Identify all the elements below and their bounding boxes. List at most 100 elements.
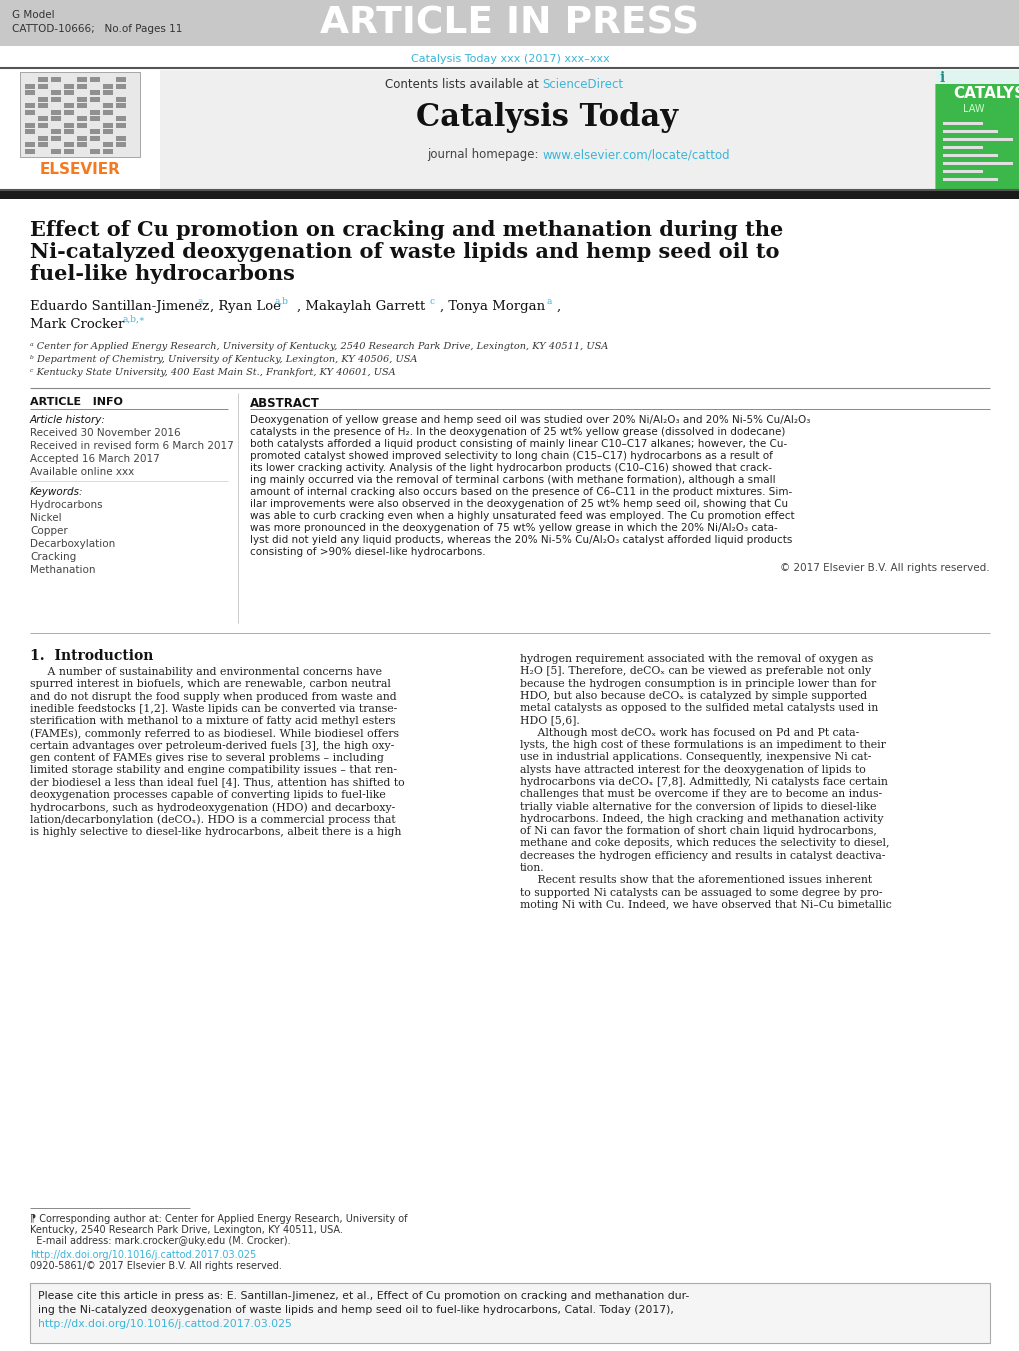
Bar xyxy=(38,142,48,147)
Bar xyxy=(25,91,35,95)
Text: Nickel: Nickel xyxy=(30,513,61,523)
Text: catalysts in the presence of H₂. In the deoxygenation of 25 wt% yellow grease (d: catalysts in the presence of H₂. In the … xyxy=(250,427,785,436)
Bar xyxy=(38,84,48,89)
Text: both catalysts afforded a liquid product consisting of mainly linear C10–C17 alk: both catalysts afforded a liquid product… xyxy=(250,439,787,449)
Bar xyxy=(943,154,997,157)
Bar xyxy=(116,96,126,101)
Bar xyxy=(116,116,126,122)
Bar xyxy=(943,130,997,132)
Bar xyxy=(943,138,1012,141)
Text: moting Ni with Cu. Indeed, we have observed that Ni–Cu bimetallic: moting Ni with Cu. Indeed, we have obser… xyxy=(520,900,891,911)
Text: methane and coke deposits, which reduces the selectivity to diesel,: methane and coke deposits, which reduces… xyxy=(520,839,889,848)
Text: metal catalysts as opposed to the sulfided metal catalysts used in: metal catalysts as opposed to the sulfid… xyxy=(520,704,877,713)
Bar xyxy=(0,0,1019,46)
Text: hydrogen requirement associated with the removal of oxygen as: hydrogen requirement associated with the… xyxy=(520,654,872,663)
Bar xyxy=(103,149,113,154)
Text: i: i xyxy=(940,72,945,85)
Bar xyxy=(943,162,1012,165)
Text: Ni-catalyzed deoxygenation of waste lipids and hemp seed oil to: Ni-catalyzed deoxygenation of waste lipi… xyxy=(30,242,779,262)
Text: H₂O [5]. Therefore, deCOₓ can be viewed as preferable not only: H₂O [5]. Therefore, deCOₓ can be viewed … xyxy=(520,666,870,677)
Bar xyxy=(76,77,87,82)
Text: ᵃ Center for Applied Energy Research, University of Kentucky, 2540 Research Park: ᵃ Center for Applied Energy Research, Un… xyxy=(30,342,607,351)
Bar xyxy=(64,103,74,108)
Text: , Ryan Loe: , Ryan Loe xyxy=(210,300,280,313)
Bar xyxy=(25,103,35,108)
Bar xyxy=(51,128,61,134)
Text: Eduardo Santillan-Jimenez: Eduardo Santillan-Jimenez xyxy=(30,300,209,313)
Bar xyxy=(103,84,113,89)
Text: challenges that must be overcome if they are to become an indus-: challenges that must be overcome if they… xyxy=(520,789,881,800)
Bar xyxy=(116,84,126,89)
Text: c: c xyxy=(430,297,435,305)
Bar xyxy=(160,70,934,190)
Text: Copper: Copper xyxy=(30,526,67,536)
Text: © 2017 Elsevier B.V. All rights reserved.: © 2017 Elsevier B.V. All rights reserved… xyxy=(780,563,989,573)
Text: was more pronounced in the deoxygenation of 75 wt% yellow grease in which the 20: was more pronounced in the deoxygenation… xyxy=(250,523,777,534)
Text: gen content of FAMEs gives rise to several problems – including: gen content of FAMEs gives rise to sever… xyxy=(30,753,383,763)
Bar xyxy=(90,96,100,101)
Bar xyxy=(25,84,35,89)
Text: ilar improvements were also observed in the deoxygenation of 25 wt% hemp seed oi: ilar improvements were also observed in … xyxy=(250,499,788,509)
Text: ELSEVIER: ELSEVIER xyxy=(40,162,120,177)
Text: Although most deCOₓ work has focused on Pd and Pt cata-: Although most deCOₓ work has focused on … xyxy=(520,728,858,738)
Bar xyxy=(116,123,126,127)
Bar xyxy=(943,146,982,149)
Bar xyxy=(51,96,61,101)
Bar xyxy=(38,123,48,127)
Bar xyxy=(51,109,61,115)
Bar xyxy=(38,103,48,108)
Text: (FAMEs), commonly referred to as biodiesel. While biodiesel offers: (FAMEs), commonly referred to as biodies… xyxy=(30,728,398,739)
Bar xyxy=(103,123,113,127)
Bar xyxy=(25,128,35,134)
Bar xyxy=(38,96,48,101)
Bar xyxy=(103,109,113,115)
Bar xyxy=(116,142,126,147)
Text: trially viable alternative for the conversion of lipids to diesel-like: trially viable alternative for the conve… xyxy=(520,801,875,812)
Bar xyxy=(30,1283,989,1343)
Bar xyxy=(934,70,1019,84)
Text: ᵇ Department of Chemistry, University of Kentucky, Lexington, KY 40506, USA: ᵇ Department of Chemistry, University of… xyxy=(30,355,417,363)
Bar xyxy=(90,149,100,154)
Text: ARTICLE   INFO: ARTICLE INFO xyxy=(30,397,122,407)
Text: A number of sustainability and environmental concerns have: A number of sustainability and environme… xyxy=(30,667,382,677)
Text: was able to curb cracking even when a highly unsaturated feed was employed. The : was able to curb cracking even when a hi… xyxy=(250,511,794,521)
Text: a,b,∗: a,b,∗ xyxy=(123,315,146,324)
Bar xyxy=(25,109,35,115)
Bar xyxy=(64,91,74,95)
Text: sterification with methanol to a mixture of fatty acid methyl esters: sterification with methanol to a mixture… xyxy=(30,716,395,727)
Bar xyxy=(943,170,982,173)
Bar xyxy=(943,178,997,181)
Text: deoxygenation processes capable of converting lipids to fuel-like: deoxygenation processes capable of conve… xyxy=(30,790,385,800)
Text: Received in revised form 6 March 2017: Received in revised form 6 March 2017 xyxy=(30,440,233,451)
Text: to supported Ni catalysts can be assuaged to some degree by pro-: to supported Ni catalysts can be assuage… xyxy=(520,888,881,897)
Bar xyxy=(103,142,113,147)
Text: promoted catalyst showed improved selectivity to long chain (C15–C17) hydrocarbo: promoted catalyst showed improved select… xyxy=(250,451,772,461)
Text: Cracking: Cracking xyxy=(30,553,76,562)
Text: is highly selective to diesel-like hydrocarbons, albeit there is a high: is highly selective to diesel-like hydro… xyxy=(30,827,401,836)
Text: use in industrial applications. Consequently, inexpensive Ni cat-: use in industrial applications. Conseque… xyxy=(520,753,870,762)
Bar xyxy=(76,123,87,127)
Bar xyxy=(64,142,74,147)
Text: lysts, the high cost of these formulations is an impediment to their: lysts, the high cost of these formulatio… xyxy=(520,740,886,750)
Bar xyxy=(90,77,100,82)
Bar xyxy=(76,116,87,122)
Bar xyxy=(0,190,1019,199)
Bar xyxy=(90,128,100,134)
Text: Contents lists available at: Contents lists available at xyxy=(384,78,542,91)
Text: ing mainly occurred via the removal of terminal carbons (with methane formation): ing mainly occurred via the removal of t… xyxy=(250,476,774,485)
Bar xyxy=(90,91,100,95)
Bar xyxy=(64,109,74,115)
Bar xyxy=(76,135,87,141)
Bar xyxy=(51,135,61,141)
Bar xyxy=(51,116,61,122)
Text: inedible feedstocks [1,2]. Waste lipids can be converted via transe-: inedible feedstocks [1,2]. Waste lipids … xyxy=(30,704,396,713)
Text: and do not disrupt the food supply when produced from waste and: and do not disrupt the food supply when … xyxy=(30,692,396,701)
Text: http://dx.doi.org/10.1016/j.cattod.2017.03.025: http://dx.doi.org/10.1016/j.cattod.2017.… xyxy=(30,1250,256,1260)
Text: www.elsevier.com/locate/cattod: www.elsevier.com/locate/cattod xyxy=(542,149,730,161)
Text: ScienceDirect: ScienceDirect xyxy=(542,78,623,91)
Bar xyxy=(64,84,74,89)
Bar xyxy=(64,128,74,134)
Text: ᶜ Kentucky State University, 400 East Main St., Frankfort, KY 40601, USA: ᶜ Kentucky State University, 400 East Ma… xyxy=(30,367,395,377)
Text: hydrocarbons. Indeed, the high cracking and methanation activity: hydrocarbons. Indeed, the high cracking … xyxy=(520,813,882,824)
Bar xyxy=(51,149,61,154)
